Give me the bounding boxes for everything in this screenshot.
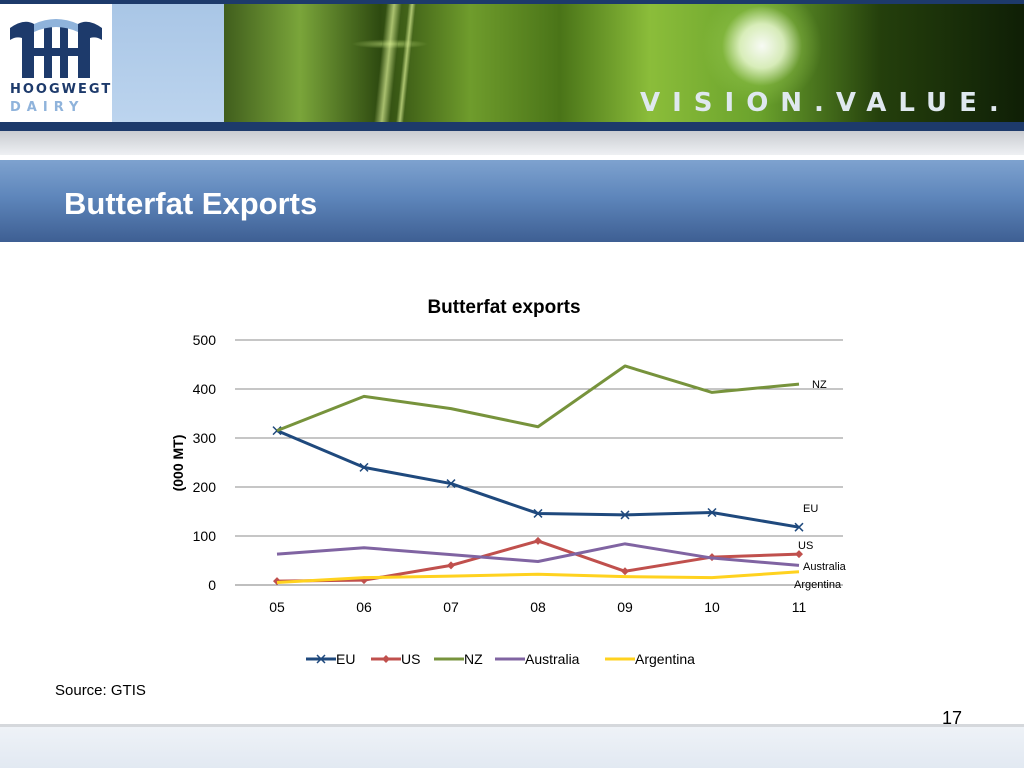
- x-tick-label: 11: [792, 599, 807, 615]
- series-eu: [272, 426, 804, 532]
- x-tick-label: 08: [530, 599, 546, 615]
- footer-rule: [0, 724, 1024, 727]
- series-end-label: NZ: [812, 379, 827, 391]
- y-tick-label: 200: [193, 479, 217, 495]
- series-australia: [276, 542, 800, 567]
- tagline: VISION.VALUE.: [640, 88, 1011, 118]
- top-rule: [0, 0, 1024, 4]
- series-end-labels: EU US NZ Australia Argentina: [794, 379, 847, 591]
- series-end-label: Argentina: [794, 579, 842, 591]
- company-logo: HOOGWEGT DAIRY: [0, 4, 112, 122]
- y-tick-label: 300: [193, 430, 217, 446]
- legend-item: NZ: [434, 651, 483, 667]
- data-point-marker: [794, 522, 804, 532]
- legend-item: US: [371, 651, 420, 667]
- series-end-label: US: [798, 540, 813, 552]
- data-point-marker: [795, 550, 803, 559]
- series-line: [276, 364, 800, 433]
- footer-band: [0, 727, 1024, 768]
- y-axis-label: (000 MT): [170, 435, 186, 492]
- data-point-marker: [534, 536, 542, 545]
- y-tick-label: 500: [193, 332, 217, 348]
- source-note: Source: GTIS: [55, 682, 146, 699]
- logo-accent-band: [112, 4, 224, 122]
- logo-subtitle: DAIRY: [10, 100, 85, 115]
- legend-label: Argentina: [635, 651, 695, 667]
- data-point-marker: [620, 510, 630, 520]
- chart-title: Butterfat exports: [427, 297, 580, 318]
- x-tick-label: 10: [704, 599, 720, 615]
- data-point-marker: [382, 655, 390, 663]
- legend-label: Australia: [525, 651, 580, 667]
- data-point-marker: [316, 654, 326, 664]
- legend-label: NZ: [464, 651, 483, 667]
- logo-emblem-icon: [10, 19, 102, 78]
- legend-item: EU: [306, 651, 355, 667]
- logo-wordmark: HOOGWEGT: [10, 82, 113, 97]
- legend-label: US: [401, 651, 420, 667]
- data-point-marker: [360, 576, 368, 585]
- legend-item: Australia: [495, 651, 580, 667]
- butterfat-exports-chart: Butterfat exports (000 MT) 0 100 200 300 400…: [170, 297, 847, 667]
- x-tick-label: 09: [617, 599, 633, 615]
- legend-label: EU: [336, 651, 355, 667]
- header-shadow: [0, 131, 1024, 155]
- series-end-label: EU: [803, 503, 818, 515]
- header-divider: [0, 122, 1024, 131]
- x-axis-ticks: 05 06 07 08 09 10 11: [269, 599, 806, 615]
- y-tick-label: 100: [193, 528, 217, 544]
- y-tick-label: 0: [208, 577, 216, 593]
- title-bar: [0, 160, 1024, 242]
- chart-gridlines: [235, 339, 843, 586]
- page-number: 17: [942, 708, 963, 728]
- series-nz: [276, 364, 800, 433]
- series-argentina: [276, 570, 800, 585]
- x-tick-label: 05: [269, 599, 285, 615]
- series-lines: [272, 364, 804, 586]
- y-axis-ticks: 0 100 200 300 400 500: [193, 332, 217, 593]
- chart-legend: EU US NZ Australia Argentina: [306, 651, 695, 667]
- legend-item: Argentina: [605, 651, 695, 667]
- series-line: [276, 542, 800, 567]
- y-tick-label: 400: [193, 381, 217, 397]
- series-line: [276, 570, 800, 585]
- data-point-marker: [533, 508, 543, 518]
- data-point-marker: [707, 507, 717, 518]
- data-point-marker: [359, 462, 369, 472]
- page-title: Butterfat Exports: [64, 186, 318, 221]
- data-point-marker: [446, 479, 456, 489]
- data-point-marker: [447, 561, 455, 570]
- data-point-marker: [621, 567, 629, 576]
- x-tick-label: 07: [443, 599, 459, 615]
- series-end-label: Australia: [803, 561, 847, 573]
- x-tick-label: 06: [356, 599, 372, 615]
